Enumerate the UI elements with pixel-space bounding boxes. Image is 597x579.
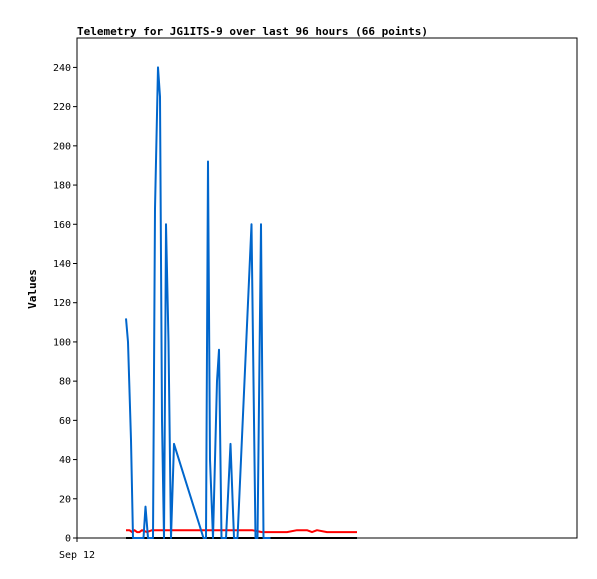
series-line-1 <box>125 66 271 539</box>
y-tick-label: 220 <box>53 102 71 113</box>
y-tick-label: 140 <box>53 259 71 270</box>
y-tick-label: 60 <box>59 416 71 427</box>
y-tick-label: 160 <box>53 220 71 231</box>
chart-title: Telemetry for JG1ITS-9 over last 96 hour… <box>77 25 428 38</box>
y-axis-label: Values <box>26 269 39 309</box>
plot-frame <box>76 37 578 539</box>
y-tick-label: 180 <box>53 181 71 192</box>
x-axis: Sep 12 <box>59 538 95 561</box>
y-tick-label: 40 <box>59 455 71 466</box>
y-tick-label: 20 <box>59 494 71 505</box>
y-axis: 0 20 40 60 80 100 120 140 160 180 200 220 240 <box>53 63 77 545</box>
y-tick-label: 80 <box>59 377 71 388</box>
y-tick-label: 200 <box>53 141 71 152</box>
series-line-2 <box>126 529 357 534</box>
x-tick-label: Sep 12 <box>59 550 95 561</box>
y-tick-label: 100 <box>53 337 71 348</box>
y-tick-label: 120 <box>53 298 71 309</box>
series-layer <box>125 66 357 539</box>
y-tick-label: 0 <box>65 534 71 545</box>
y-tick-label: 240 <box>53 63 71 74</box>
